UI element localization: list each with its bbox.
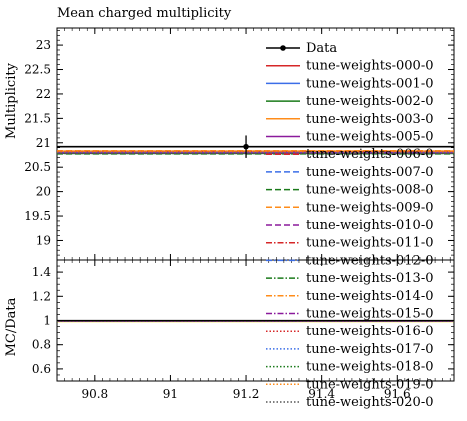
main-series bbox=[57, 149, 454, 155]
legend-label: tune-weights-000-0 bbox=[306, 59, 434, 74]
ratio-y-tick-label: 1.4 bbox=[32, 265, 51, 279]
legend-label: tune-weights-012-0 bbox=[306, 253, 434, 268]
legend-label: tune-weights-003-0 bbox=[306, 112, 434, 127]
legend-label: tune-weights-013-0 bbox=[306, 271, 434, 286]
legend-label: tune-weights-017-0 bbox=[306, 342, 434, 357]
legend-label: tune-weights-019-0 bbox=[306, 377, 434, 392]
main-data bbox=[57, 135, 454, 158]
legend: Data tune-weights-000-0 tune-weights-001-0… bbox=[266, 41, 434, 410]
main-y-tick-label: 20 bbox=[36, 185, 51, 199]
legend-label: tune-weights-018-0 bbox=[306, 360, 434, 375]
main-y-axis-label: Multiplicity bbox=[4, 62, 19, 139]
ratio-y-tick-label: 0.6 bbox=[32, 362, 51, 376]
main-y-tick-label: 21.5 bbox=[24, 111, 51, 125]
ratio-panel: 0.6 0.8 1 1.2 1.4 MC/Data bbox=[4, 259, 455, 382]
legend-label: tune-weights-015-0 bbox=[306, 307, 434, 322]
main-y-tick-label: 22.5 bbox=[24, 63, 51, 77]
main-y-tick-label: 22 bbox=[36, 87, 51, 101]
legend-label: tune-weights-009-0 bbox=[306, 200, 434, 215]
legend-label: tune-weights-006-0 bbox=[306, 147, 434, 162]
x-tick-label: 91.4 bbox=[308, 387, 335, 401]
chart-title: Mean charged multiplicity bbox=[57, 6, 232, 21]
main-y-tick-label: 23 bbox=[36, 38, 51, 52]
x-tick-label: 91.2 bbox=[233, 387, 260, 401]
legend-label: tune-weights-014-0 bbox=[306, 289, 434, 304]
x-ticks: 90.8 91 91.2 91.4 91.6 bbox=[64, 28, 451, 401]
legend-label: tune-weights-010-0 bbox=[306, 218, 434, 233]
ratio-y-tick-label: 0.8 bbox=[32, 338, 51, 352]
legend-label: tune-weights-002-0 bbox=[306, 94, 434, 109]
ratio-y-tick-label: 1 bbox=[43, 314, 51, 328]
main-y-tick-label: 19.5 bbox=[24, 209, 51, 223]
main-y-tick-label: 21 bbox=[36, 136, 51, 150]
x-tick-label: 91.6 bbox=[384, 387, 411, 401]
legend-label: tune-weights-005-0 bbox=[306, 130, 434, 145]
x-tick-label: 90.8 bbox=[81, 387, 108, 401]
main-y-ticks: 19 19.5 20 20.5 21 21.5 22 22.5 23 bbox=[24, 30, 454, 261]
legend-label: tune-weights-011-0 bbox=[306, 236, 434, 251]
legend-label: tune-weights-020-0 bbox=[306, 395, 434, 410]
legend-label: tune-weights-008-0 bbox=[306, 183, 434, 198]
ratio-y-ticks: 0.6 0.8 1 1.2 1.4 bbox=[32, 265, 454, 376]
main-y-tick-label: 20.5 bbox=[24, 160, 51, 174]
ratio-y-tick-label: 1.2 bbox=[32, 289, 51, 303]
legend-label: tune-weights-007-0 bbox=[306, 165, 434, 180]
x-tick-label: 91 bbox=[163, 387, 178, 401]
legend-label: tune-weights-016-0 bbox=[306, 324, 434, 339]
data-point bbox=[243, 143, 249, 150]
ratio-series bbox=[57, 319, 454, 322]
main-y-tick-label: 19 bbox=[36, 233, 51, 247]
ratio-y-axis-label: MC/Data bbox=[4, 297, 19, 356]
legend-data-marker bbox=[280, 45, 286, 51]
main-panel: 19 19.5 20 20.5 21 21.5 22 22.5 23 Multiplicity bbox=[4, 27, 455, 261]
legend-label: tune-weights-001-0 bbox=[306, 76, 434, 91]
legend-data-label: Data bbox=[306, 41, 337, 56]
